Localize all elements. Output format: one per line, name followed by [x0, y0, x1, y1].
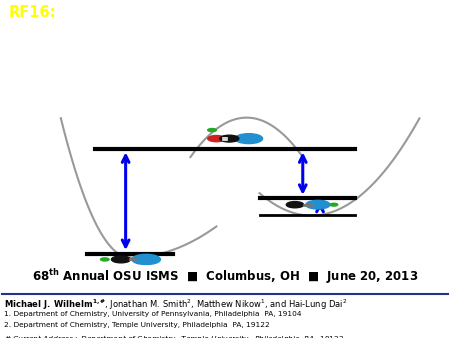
- Circle shape: [330, 203, 338, 206]
- Circle shape: [208, 128, 216, 131]
- Circle shape: [220, 135, 239, 142]
- Circle shape: [286, 201, 304, 208]
- Text: Excited Hydrogen Isocyanide (HNC): Excited Hydrogen Isocyanide (HNC): [9, 77, 302, 92]
- Circle shape: [208, 136, 225, 142]
- Text: 2. Department of Chemistry, Temple University, Philadelphia  PA, 19122: 2. Department of Chemistry, Temple Unive…: [4, 322, 270, 328]
- Text: # $\it{Current\ Address:\ Department\ of\ Chemistry,\ Temple\ University,\ Phila: # $\it{Current\ Address:\ Department\ of…: [4, 333, 345, 338]
- Circle shape: [306, 200, 330, 209]
- Circle shape: [112, 256, 130, 263]
- Circle shape: [132, 254, 160, 265]
- Text: RF16:: RF16:: [9, 5, 57, 21]
- Circle shape: [235, 134, 263, 144]
- Text: $\mathbf{Michael\ J.\ Wilhelm^{1,\#}}$, Jonathan M. Smith$^{2}$, Matthew Nikow$^: $\mathbf{Michael\ J.\ Wilhelm^{1,\#}}$, …: [4, 297, 348, 312]
- Text: Photogeneration of, and Efficient: Photogeneration of, and Efficient: [65, 5, 341, 21]
- Circle shape: [100, 258, 109, 261]
- Text: 68$^{\mathbf{th}}$ Annual OSU ISMS  $\blacksquare$  Columbus, OH  $\blacksquare$: 68$^{\mathbf{th}}$ Annual OSU ISMS $\bla…: [32, 267, 418, 286]
- Text: Collisional Energy Transfer from, Vibrationally: Collisional Energy Transfer from, Vibrat…: [9, 41, 391, 56]
- Text: 1. Department of Chemistry, University of Pennsylvania, Philadelphia  PA, 19104: 1. Department of Chemistry, University o…: [4, 311, 302, 317]
